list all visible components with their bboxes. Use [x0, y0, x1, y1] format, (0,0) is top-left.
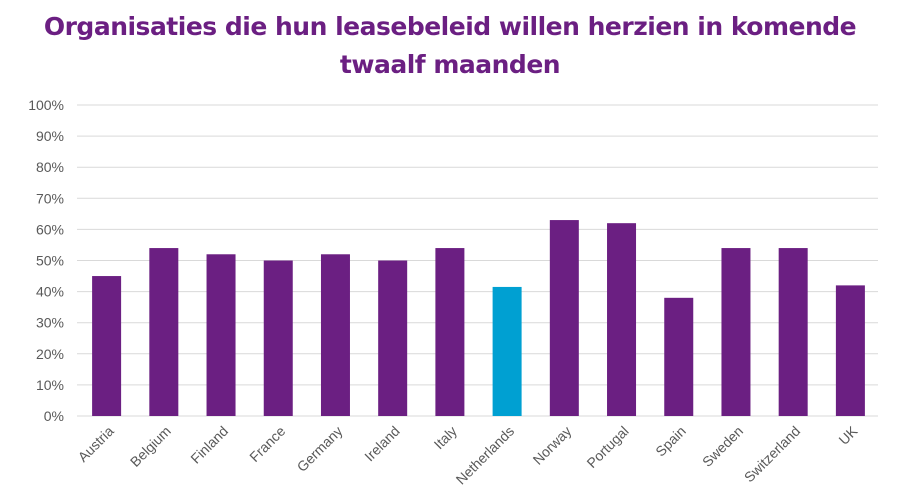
bar-portugal — [607, 223, 637, 416]
x-tick-label: Netherlands — [453, 423, 518, 488]
y-tick-label: 30% — [36, 315, 64, 331]
y-tick-label: 100% — [28, 97, 64, 113]
bar-germany — [320, 254, 350, 416]
bar-netherlands — [492, 286, 522, 416]
x-tick-label: Austria — [75, 423, 117, 465]
y-tick-label: 10% — [36, 377, 64, 393]
x-tick-label: Norway — [530, 423, 575, 468]
bar-austria — [92, 276, 122, 416]
x-tick-label: Portugal — [583, 423, 631, 471]
y-tick-label: 80% — [36, 159, 64, 175]
chart-title: Organisaties die hun leasebeleid willen … — [0, 8, 900, 84]
bar-italy — [435, 248, 465, 416]
y-tick-label: 50% — [36, 253, 64, 269]
bar-switzerland — [778, 248, 808, 416]
bar-norway — [549, 220, 579, 416]
x-tick-label: Belgium — [127, 423, 174, 470]
chart-title-line1: Organisaties die hun leasebeleid willen … — [43, 12, 857, 41]
x-tick-label: Sweden — [699, 423, 746, 470]
bar-finland — [206, 254, 236, 416]
bar-sweden — [721, 248, 751, 416]
x-tick-label: Spain — [652, 423, 689, 460]
x-tick-label: Switzerland — [741, 423, 803, 485]
x-tick-label: Finland — [187, 423, 231, 467]
bar-spain — [664, 297, 694, 416]
x-tick-label: Ireland — [361, 423, 403, 465]
y-tick-label: 90% — [36, 128, 64, 144]
y-tick-label: 0% — [44, 408, 64, 424]
bar-uk — [835, 285, 865, 416]
bar-ireland — [378, 260, 408, 416]
x-tick-label: Italy — [431, 423, 460, 452]
x-tick-label: Germany — [294, 423, 346, 475]
bar-france — [263, 260, 293, 416]
x-tick-label: France — [246, 423, 288, 465]
chart-title-line2: twaalf maanden — [339, 50, 561, 79]
bar-belgium — [149, 248, 179, 416]
y-tick-label: 40% — [36, 284, 64, 300]
x-tick-label: UK — [835, 422, 861, 448]
y-tick-label: 60% — [36, 221, 64, 237]
y-tick-label: 70% — [36, 190, 64, 206]
y-tick-label: 20% — [36, 346, 64, 362]
